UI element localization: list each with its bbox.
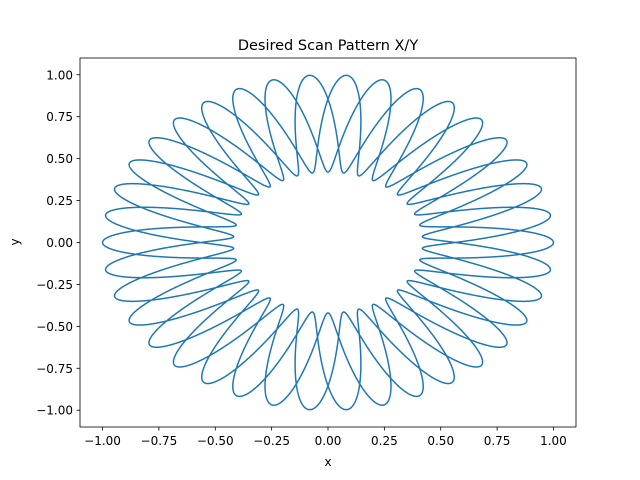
x-tick-label: 0.50: [427, 434, 454, 448]
x-tick-label: 0.75: [484, 434, 511, 448]
y-tick-label: 0.25: [46, 194, 73, 208]
plot-area-frame: [79, 57, 577, 428]
x-axis-ticks: −1.00 −0.75 −0.50 −0.25 0.00 0.25 0.50 0.75 1.00: [84, 427, 567, 448]
x-tick-label: −0.25: [253, 434, 290, 448]
y-tick-label: 1.00: [46, 68, 73, 82]
x-tick-label: 1.00: [540, 434, 567, 448]
y-tick-label: −1.00: [36, 404, 73, 418]
y-tick-label: −0.50: [36, 320, 73, 334]
y-axis-ticks: −1.00 −0.75 −0.50 −0.25 0.00 0.25 0.50 0.75 1.00: [36, 68, 80, 418]
x-tick-label: −0.50: [197, 434, 234, 448]
y-tick-label: −0.75: [36, 362, 73, 376]
series-line-0: [101, 74, 555, 411]
x-tick-label: −1.00: [84, 434, 121, 448]
x-tick-label: −0.75: [141, 434, 178, 448]
series-layer: [101, 74, 555, 411]
x-axis-label: x: [324, 455, 331, 469]
y-tick-label: 0.50: [46, 152, 73, 166]
x-tick-label: 0.25: [371, 434, 398, 448]
y-tick-label: −0.25: [36, 278, 73, 292]
chart-title: Desired Scan Pattern X/Y: [238, 38, 419, 54]
x-tick-label: 0.00: [315, 434, 342, 448]
y-tick-label: 0.75: [46, 110, 73, 124]
y-axis-label: y: [8, 238, 22, 245]
y-tick-label: 0.00: [46, 236, 73, 250]
